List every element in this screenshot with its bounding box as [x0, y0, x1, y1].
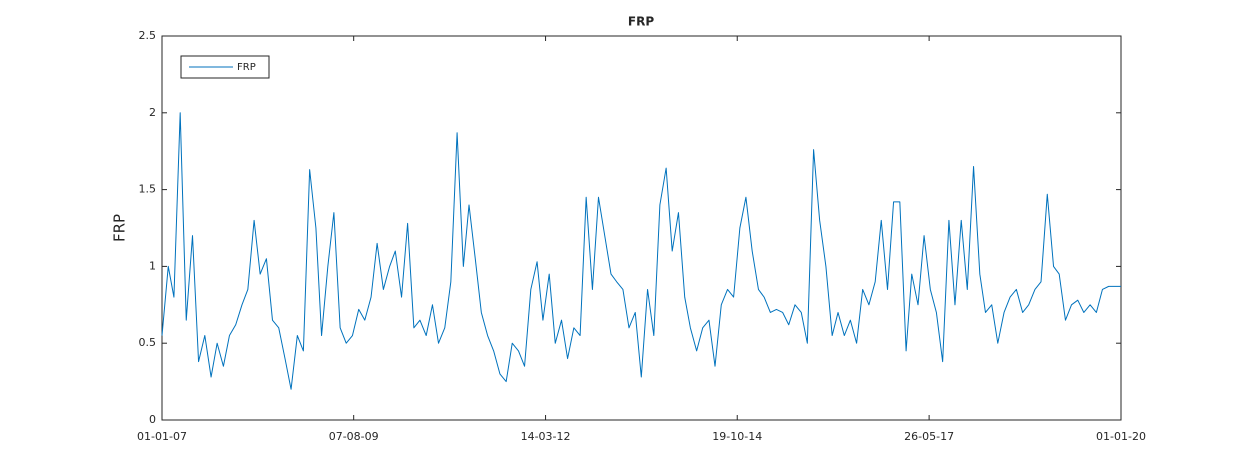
y-axis-label: FRP — [111, 214, 129, 242]
y-tick-label: 0 — [149, 413, 156, 426]
x-tick-label: 14-03-12 — [521, 430, 571, 443]
legend-label: FRP — [237, 62, 256, 73]
y-tick-label: 1 — [149, 259, 156, 272]
y-tick-label: 1.5 — [139, 183, 157, 196]
x-tick-label: 26-05-17 — [904, 430, 954, 443]
data-line — [161, 112, 1121, 390]
x-tick-label: 01-01-07 — [137, 430, 187, 443]
y-tick-label: 0.5 — [139, 336, 157, 349]
x-tick-label: 07-08-09 — [329, 430, 379, 443]
plot-area — [161, 35, 1122, 421]
y-tick-label: 2 — [149, 106, 156, 119]
x-tick-label: 01-01-20 — [1096, 430, 1146, 443]
chart-title: FRP — [628, 15, 654, 29]
y-tick-label: 2.5 — [139, 29, 157, 42]
x-tick-label: 19-10-14 — [712, 430, 762, 443]
